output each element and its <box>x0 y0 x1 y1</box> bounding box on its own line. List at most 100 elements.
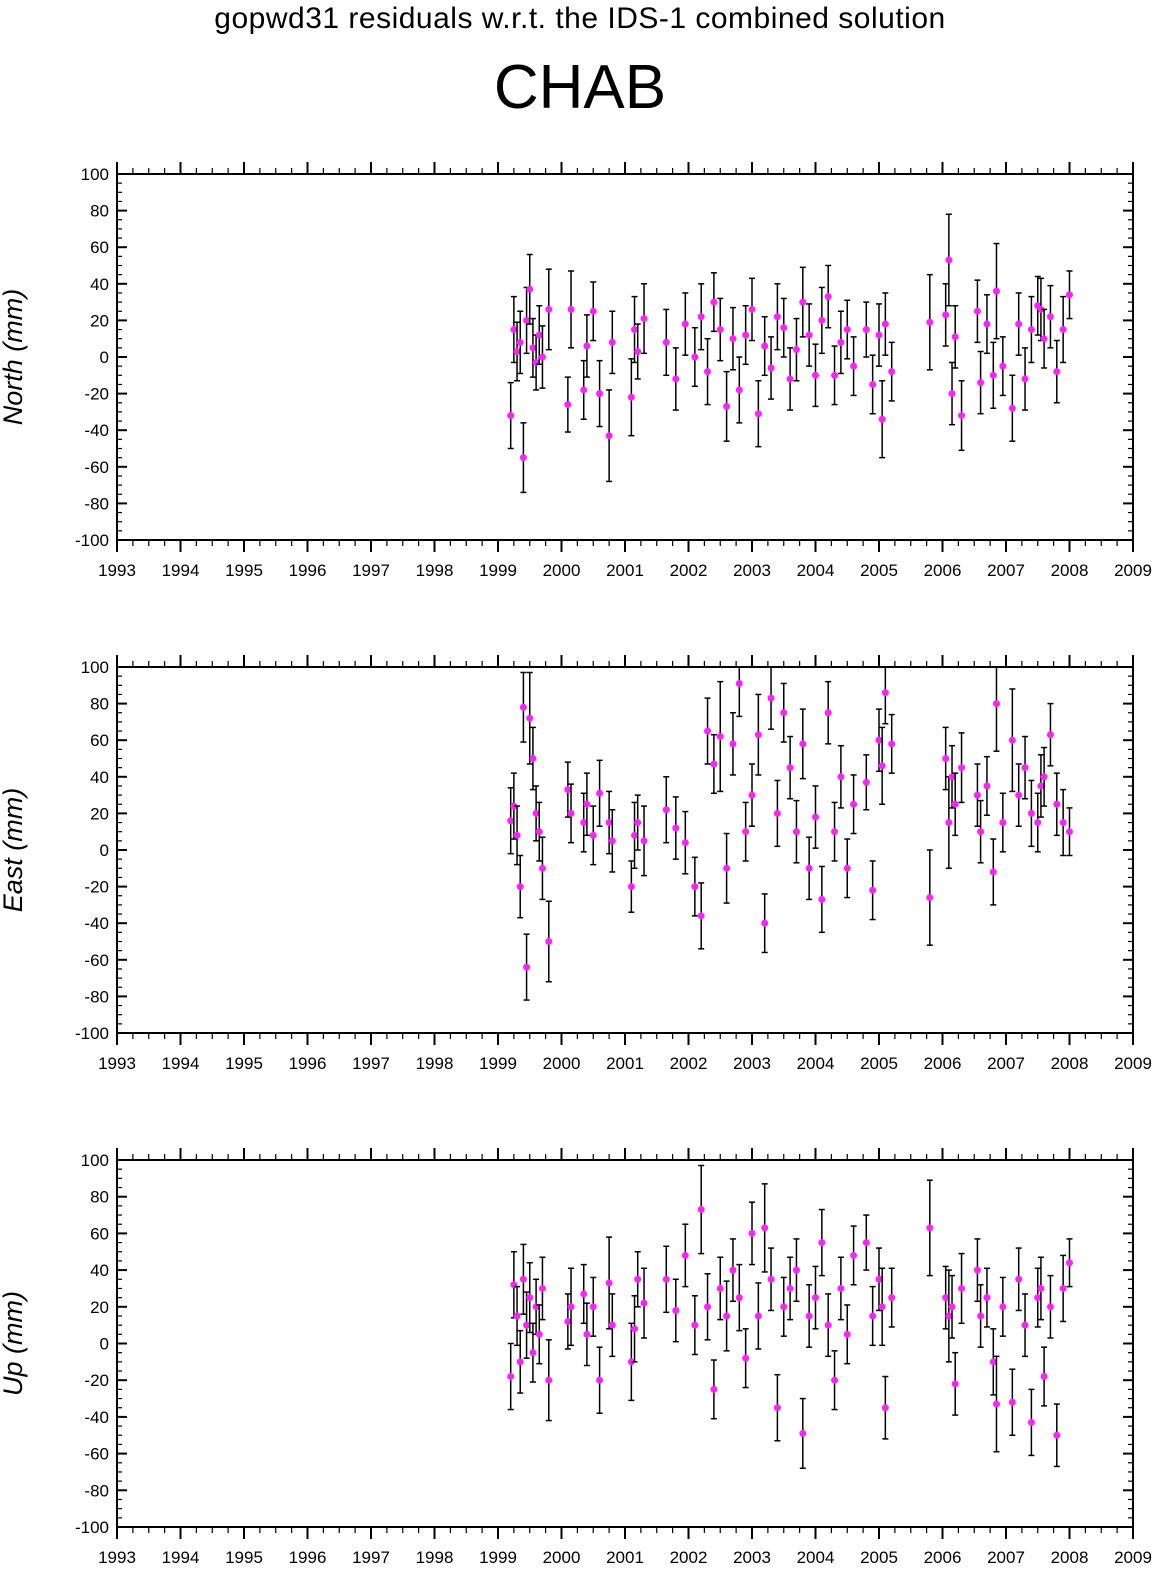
north-data-point <box>869 380 877 388</box>
up-data-point <box>843 1330 851 1338</box>
up-data-point <box>761 1224 769 1232</box>
north-ytick-label: 20 <box>90 311 109 330</box>
north-data-point <box>672 375 680 383</box>
east-data-point <box>748 791 756 799</box>
up-data-point <box>818 1239 826 1247</box>
north-xtick-label: 1994 <box>162 561 200 580</box>
east-data-point <box>1059 819 1067 827</box>
east-data-point <box>716 733 724 741</box>
east-data-point <box>681 839 689 847</box>
north-data-point <box>1015 320 1023 328</box>
up-data-point <box>812 1294 819 1302</box>
up-xtick-label: 2001 <box>606 1548 644 1567</box>
north-data-point <box>1059 326 1067 334</box>
east-data-point <box>1027 809 1035 817</box>
up-data-point <box>1027 1418 1035 1426</box>
north-xtick-label: 2004 <box>797 561 835 580</box>
north-xtick-label: 2001 <box>606 561 644 580</box>
north-data-point <box>513 348 521 356</box>
east-data-point <box>605 819 613 827</box>
up-ytick-label: -60 <box>84 1445 109 1464</box>
east-data-point <box>812 813 819 821</box>
up-data-point <box>748 1229 756 1237</box>
north-xtick-label: 1997 <box>352 561 390 580</box>
north-data-point <box>754 410 762 418</box>
north-data-point <box>697 313 705 321</box>
north-data-point <box>704 368 712 376</box>
east-ytick-label: 100 <box>81 658 109 677</box>
east-panel: 1993 1994 1995 1996 1997 1998 1999 2000 2001 2002… <box>0 655 1152 1073</box>
north-xtick-label: 2007 <box>987 561 1025 580</box>
up-ytick-label: 40 <box>90 1261 109 1280</box>
up-data-point <box>799 1429 807 1437</box>
up-data-point <box>605 1279 613 1287</box>
north-data-point <box>507 412 515 420</box>
east-data-point <box>545 938 553 945</box>
east-data-point <box>631 831 639 839</box>
up-ytick-label: 60 <box>90 1224 109 1243</box>
east-data-point <box>662 806 670 814</box>
up-xtick-label: 1995 <box>225 1548 263 1567</box>
east-data-point <box>875 736 883 744</box>
east-data-point <box>672 824 680 832</box>
north-data-point <box>1008 404 1016 412</box>
north-xtick-label: 2009 <box>1114 561 1152 580</box>
east-data-point <box>773 809 781 817</box>
east-ytick-label: -40 <box>84 914 109 933</box>
north-xtick-label: 1999 <box>479 561 517 580</box>
north-xtick-label: 2005 <box>860 561 898 580</box>
north-data-point <box>523 316 531 324</box>
up-data-point <box>767 1275 775 1283</box>
north-data-point <box>837 338 845 346</box>
north-xtick-label: 2002 <box>670 561 708 580</box>
north-ytick-label: 80 <box>90 202 109 221</box>
up-ytick-label: -80 <box>84 1481 109 1500</box>
east-xtick-label: 1999 <box>479 1054 517 1073</box>
up-data-point <box>942 1294 950 1302</box>
east-data-point <box>818 895 826 903</box>
up-data-point <box>538 1284 546 1292</box>
north-data-point <box>1040 335 1048 343</box>
north-ylabel: North (mm) <box>0 289 28 426</box>
east-ytick-label: 60 <box>90 731 109 750</box>
up-data-point <box>837 1284 845 1292</box>
east-data-point <box>526 714 534 722</box>
up-data-point <box>710 1385 718 1393</box>
up-data-point <box>881 1404 889 1412</box>
north-data-point <box>748 305 756 313</box>
east-data-point <box>888 740 896 748</box>
east-data-point <box>761 919 769 927</box>
up-data-point <box>999 1303 1007 1311</box>
east-data-point <box>951 800 959 808</box>
east-data-point <box>507 817 515 825</box>
north-ytick-label: 100 <box>81 165 109 184</box>
up-data-point <box>507 1373 515 1381</box>
up-data-point <box>958 1284 966 1292</box>
north-data-point <box>973 307 981 315</box>
up-data-point <box>1066 1259 1073 1267</box>
north-data-point <box>792 346 800 354</box>
up-data-point <box>691 1321 699 1329</box>
north-data-point <box>589 307 597 315</box>
east-data-point <box>510 802 518 810</box>
north-panel: 1993 1994 1995 1996 1997 1998 1999 2000 2001 2002… <box>0 162 1152 580</box>
up-data-point <box>983 1294 991 1302</box>
east-data-point <box>529 755 537 762</box>
up-data-point <box>1034 1294 1042 1302</box>
up-data-point <box>640 1299 648 1307</box>
up-ytick-label: 100 <box>81 1151 109 1170</box>
up-data-point <box>831 1376 839 1384</box>
north-data-point <box>662 338 670 346</box>
north-data-point <box>567 305 575 313</box>
east-data-point <box>532 809 540 817</box>
north-data-point <box>608 338 616 346</box>
east-data-point <box>942 755 950 762</box>
north-data-point <box>742 331 750 339</box>
up-data-point <box>888 1294 896 1302</box>
up-data-point <box>973 1266 981 1274</box>
east-data-point <box>948 773 956 781</box>
north-data-point <box>735 386 743 394</box>
east-data-point <box>697 912 705 920</box>
north-data-point <box>596 390 604 398</box>
east-ytick-label: -100 <box>75 1024 109 1043</box>
